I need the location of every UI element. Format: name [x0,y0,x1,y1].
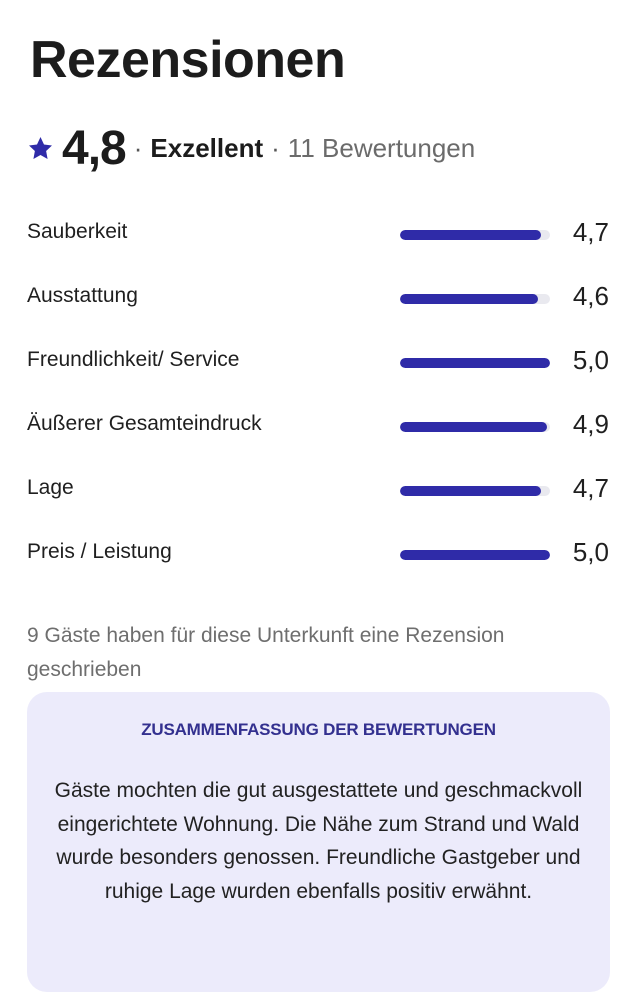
rating-row-gesamteindruck: Äußerer Gesamteindruck 4,9 [27,396,617,460]
overall-score: 4,8 [62,121,127,175]
overall-rating: 4,8 · Exzellent · 11 Bewertungen [27,118,475,178]
rating-value: 5,0 [572,345,609,375]
rating-value: 4,7 [572,473,609,503]
reviews-summary-card: ZUSAMMENFASSUNG DER BEWERTUNGEN Gäste mo… [27,692,610,992]
rating-bar-track [400,486,550,496]
rating-value: 4,9 [572,409,609,439]
separator-dot: · [133,132,143,163]
rating-row-ausstattung: Ausstattung 4,6 [27,268,617,332]
reviews-count: 11 Bewertungen [287,132,476,163]
summary-text: Gäste mochten die gut ausgestattete und … [54,779,583,903]
rating-label: Ausstattung [27,284,138,307]
page-title: Rezensionen [30,31,346,89]
rating-bar-fill [400,486,541,496]
rating-bar-track [400,294,550,304]
separator-dot: · [271,132,280,163]
rating-row-preis-leistung: Preis / Leistung 5,0 [27,524,617,588]
rating-bar-fill [400,550,550,560]
star-icon [27,135,54,162]
rating-row-lage: Lage 4,7 [27,460,617,524]
rating-label: Freundlichkeit/ Service [27,348,240,371]
rating-label: Sauberkeit [27,220,128,243]
reviews-footnote: 9 Gäste haben für diese Unterkunft eine … [27,624,505,681]
rating-bar-track [400,358,550,368]
rating-row-sauberkeit: Sauberkeit 4,7 [27,204,617,268]
category-ratings-list: Sauberkeit 4,7 Ausstattung 4,6 Freundlic… [27,204,617,588]
rating-label: Preis / Leistung [27,540,172,563]
quality-label: Exzellent [150,132,264,163]
rating-value: 4,7 [572,217,609,247]
rating-row-service: Freundlichkeit/ Service 5,0 [27,332,617,396]
rating-bar-fill [400,230,541,240]
rating-value: 5,0 [572,537,609,567]
rating-label: Lage [27,476,74,499]
rating-label: Äußerer Gesamteindruck [27,412,262,435]
rating-value: 4,6 [572,281,609,311]
rating-bar-track [400,422,550,432]
rating-bar-track [400,230,550,240]
rating-bar-fill [400,358,550,368]
rating-bar-fill [400,294,538,304]
rating-bar-fill [400,422,547,432]
rating-bar-track [400,550,550,560]
summary-heading: ZUSAMMENFASSUNG DER BEWERTUNGEN [141,720,496,739]
